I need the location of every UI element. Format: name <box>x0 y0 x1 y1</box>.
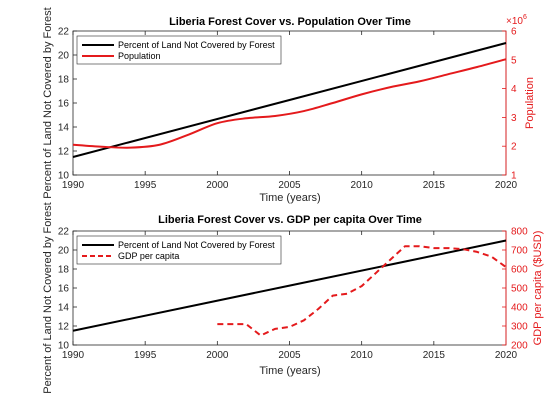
chart-forest-vs-gdp: Liberia Forest Cover vs. GDP per capita … <box>42 202 544 393</box>
y-left-tick-label: 20 <box>58 51 70 62</box>
x-axis: 1990 1995 2000 2005 2010 2015 2020 <box>62 31 518 191</box>
y-right-tick-label: 600 <box>511 265 528 276</box>
series-group <box>72 42 507 158</box>
y-axis-right-multiplier: ×106 <box>506 14 527 27</box>
series-line-gdp <box>217 245 507 337</box>
y-left-tick-label: 12 <box>58 147 70 158</box>
legend: Percent of Land Not Covered by Forest GD… <box>76 235 282 265</box>
legend: Percent of Land Not Covered by Forest Po… <box>76 35 282 65</box>
legend-label-population: Population <box>118 51 161 61</box>
y-right-tick-label: 200 <box>511 341 528 352</box>
series-line-population <box>72 58 507 149</box>
x-tick-label: 1995 <box>134 180 157 191</box>
y-axis-left: 10 12 14 16 18 20 22 <box>58 27 77 182</box>
x-tick-label: 2005 <box>278 180 301 191</box>
x-tick-label: 2000 <box>206 180 229 191</box>
y-right-tick-label: 1 <box>511 171 517 182</box>
y-right-tick-label: 800 <box>511 227 528 238</box>
y-axis-right: 200 300 400 500 600 700 800 <box>502 227 528 352</box>
y-left-tick-label: 16 <box>58 284 70 295</box>
x-tick-label: 1990 <box>62 180 85 191</box>
y-axis-right-label: GDP per capita ($USD) <box>532 231 544 346</box>
y-left-tick-label: 20 <box>58 246 70 257</box>
y-right-tick-label: 700 <box>511 246 528 257</box>
x-tick-label: 2010 <box>351 350 374 361</box>
x-tick-label: 2015 <box>423 180 446 191</box>
x-tick-label: 2020 <box>495 180 518 191</box>
series-group <box>72 239 507 337</box>
legend-label-gdp: GDP per capita <box>118 251 179 261</box>
legend-label-forest: Percent of Land Not Covered by Forest <box>118 240 275 250</box>
x-axis-label: Time (years) <box>259 192 320 204</box>
legend-label-forest: Percent of Land Not Covered by Forest <box>118 40 275 50</box>
y-right-tick-label: 400 <box>511 303 528 314</box>
multiplier-exponent: 6 <box>523 14 527 21</box>
x-tick-label: 1990 <box>62 350 85 361</box>
x-tick-label: 2015 <box>423 350 446 361</box>
y-right-tick-label: 5 <box>511 55 517 66</box>
y-axis-left-label: Percent of Land Not Covered by Forest <box>42 7 54 198</box>
y-left-tick-label: 12 <box>58 322 70 333</box>
y-right-tick-label: 2 <box>511 142 517 153</box>
y-left-tick-label: 18 <box>58 75 70 86</box>
chart-title: Liberia Forest Cover vs. GDP per capita … <box>158 214 422 226</box>
y-left-tick-label: 22 <box>58 227 70 238</box>
chart-title: Liberia Forest Cover vs. Population Over… <box>169 16 411 28</box>
y-right-tick-label: 3 <box>511 113 517 124</box>
x-tick-label: 2000 <box>206 350 229 361</box>
y-left-tick-label: 22 <box>58 27 70 38</box>
y-left-tick-label: 16 <box>58 99 70 110</box>
y-axis-right: 1 2 3 4 5 6 <box>502 27 517 182</box>
y-left-tick-label: 10 <box>58 171 70 182</box>
multiplier-base: ×10 <box>506 16 523 27</box>
x-axis-label: Time (years) <box>259 365 320 377</box>
y-left-tick-label: 14 <box>58 123 70 134</box>
legend-box <box>76 235 282 265</box>
y-left-tick-label: 10 <box>58 341 70 352</box>
x-tick-label: 2020 <box>495 350 518 361</box>
y-axis-left-label: Percent of Land Not Covered by Forest <box>42 202 54 393</box>
y-right-tick-label: 500 <box>511 284 528 295</box>
series-line-forest <box>72 42 507 158</box>
y-right-tick-label: 6 <box>511 27 517 38</box>
y-right-tick-label: 4 <box>511 84 517 95</box>
y-right-tick-label: 300 <box>511 322 528 333</box>
x-axis: 1990 1995 2000 2005 2010 2015 2020 <box>62 231 518 361</box>
y-left-tick-label: 14 <box>58 303 70 314</box>
y-left-tick-label: 18 <box>58 265 70 276</box>
legend-box <box>76 35 282 65</box>
chart-forest-vs-population: Liberia Forest Cover vs. Population Over… <box>42 7 536 204</box>
x-tick-label: 1995 <box>134 350 157 361</box>
x-tick-label: 2005 <box>278 350 301 361</box>
x-tick-label: 2010 <box>351 180 374 191</box>
y-axis-right-label: Population <box>524 77 536 129</box>
y-axis-left: 10 12 14 16 18 20 22 <box>58 227 77 352</box>
